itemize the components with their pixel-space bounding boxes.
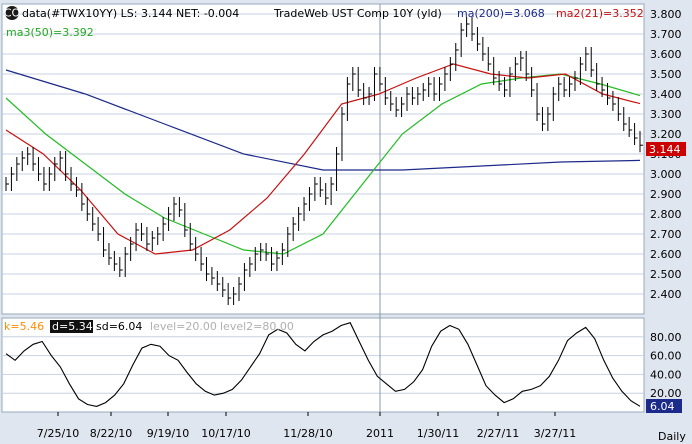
price-series-layer [5, 17, 643, 305]
price-tick-label: 2.400 [650, 288, 682, 301]
price-panel [1, 3, 645, 315]
date-tick-label: 7/25/10 [37, 427, 79, 440]
price-tick-label: 2.700 [650, 228, 682, 241]
last-stoch-badge [646, 399, 682, 413]
date-tick-label: 11/28/10 [283, 427, 332, 440]
price-tick-label: 2.900 [650, 188, 682, 201]
stoch-label-d: d=5.34 [52, 320, 93, 333]
ma21-line [5, 63, 641, 255]
price-tick-label: 2.800 [650, 208, 682, 221]
price-tick-label: 3.200 [650, 128, 682, 141]
series-label-price: data(#TWX10YY) LS: 3.144 NET: -0.004 [22, 7, 239, 20]
ma50-line [5, 73, 641, 255]
price-grid [2, 13, 644, 295]
price-tick-label: 3.700 [650, 28, 682, 41]
price-tick-label: 3.000 [650, 168, 682, 181]
chart-title: TradeWeb UST Comp 10Y (yld) [273, 7, 442, 20]
price-tick-label: 2.600 [650, 248, 682, 261]
date-tick-label: 3/27/11 [534, 427, 576, 440]
date-tick-label: 2011 [366, 427, 394, 440]
last-price-badge [646, 142, 686, 156]
chart-menu-icon-text: CO [4, 7, 21, 20]
stoch-tick-label: 40.00 [650, 368, 682, 381]
price-tick-label: 3.400 [650, 88, 682, 101]
stoch-panel [1, 317, 645, 413]
price-tick-label: 3.600 [650, 48, 682, 61]
stoch-tick-label: 60.00 [650, 350, 682, 363]
date-tick-label: 9/19/10 [147, 427, 189, 440]
stoch-tick-label: 80.00 [650, 331, 682, 344]
stoch-label-level: level=20.00 [150, 320, 217, 333]
date-tick-label: 10/17/10 [201, 427, 250, 440]
period-label[interactable]: Daily [658, 430, 686, 443]
stoch-grid [2, 336, 644, 394]
price-tick-label: 3.300 [650, 108, 682, 121]
stoch-label-d-bg [50, 320, 93, 333]
date-axis: 7/25/10 8/22/10 9/19/10 10/17/10 11/28/10 201… [37, 412, 576, 440]
stoch-tick-label: 20.00 [650, 387, 682, 400]
ma200-line [5, 69, 641, 171]
last-stoch-value: 6.04 [650, 400, 675, 413]
stoch-label-level2: level2=80.00 [220, 320, 294, 333]
date-tick-label: 2/27/11 [477, 427, 519, 440]
stoch-axis: 80.00 60.00 40.00 20.00 [650, 331, 682, 400]
stoch-series-layer [5, 322, 641, 407]
stoch-sd-line [5, 322, 641, 407]
stoch-label-sd: sd=6.04 [96, 320, 142, 333]
series-label-ma50: ma3(50)=3.392 [6, 26, 94, 39]
series-label-ma200: ma(200)=3.068 [457, 7, 545, 20]
last-price-value: 3.144 [649, 143, 681, 156]
series-label-ma21: ma2(21)=3.352 [556, 7, 644, 20]
date-tick-label: 8/22/10 [90, 427, 132, 440]
price-tick-label: 3.500 [650, 68, 682, 81]
price-tick-label: 2.500 [650, 268, 682, 281]
stoch-label-k: k=5.46 [4, 320, 44, 333]
price-tick-label: 3.800 [650, 8, 682, 21]
chart-menu-icon[interactable] [5, 6, 19, 20]
date-tick-label: 1/30/11 [417, 427, 459, 440]
